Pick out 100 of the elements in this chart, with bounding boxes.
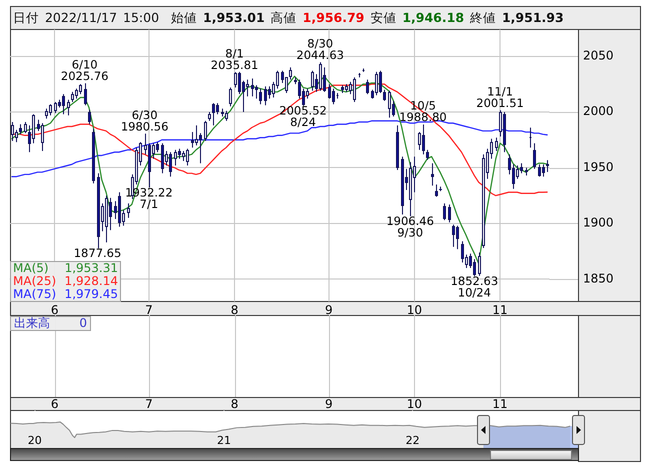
candlestick (178, 148, 181, 160)
candlestick (251, 78, 254, 97)
candlestick (529, 127, 532, 148)
candlestick (19, 124, 22, 135)
candlestick (195, 124, 198, 146)
candlestick (216, 102, 219, 115)
candlestick (148, 142, 151, 188)
candlestick (311, 70, 314, 92)
candlestick (127, 202, 130, 218)
candlestick (255, 84, 258, 100)
candlestick (32, 114, 35, 144)
candlestick (182, 150, 185, 162)
candlestick (225, 110, 228, 122)
candlestick (431, 162, 434, 186)
candlestick (79, 84, 82, 95)
candlestick (366, 79, 369, 95)
candlestick (332, 88, 335, 105)
candlestick (375, 71, 378, 96)
candlestick (456, 225, 459, 250)
candlestick (401, 156, 404, 216)
candlestick (452, 224, 455, 248)
annotation: 1877.65 (74, 246, 122, 260)
x-tick-label: 22 (406, 434, 420, 447)
x-tick-label: 6 (50, 302, 59, 317)
candlestick (238, 71, 241, 95)
candlestick (67, 99, 70, 116)
candlestick (353, 76, 356, 102)
text: 出来高 (14, 316, 50, 330)
text: MA(75) 1,979.45 (13, 286, 118, 300)
category-label: 10 (406, 397, 422, 412)
candlestick (482, 154, 485, 248)
candlestick (259, 88, 262, 105)
candlestick (49, 104, 52, 116)
candlestick (379, 70, 382, 94)
candlestick (118, 192, 121, 228)
candlestick (319, 62, 322, 92)
candlestick (418, 132, 421, 150)
candlestick (426, 149, 429, 160)
candlestick (520, 162, 523, 174)
y-tick-label: 1850 (583, 271, 614, 286)
x-tick-label: 8 (230, 302, 238, 317)
y-tick-label: 2000 (583, 104, 614, 118)
candlestick (41, 122, 44, 152)
candlestick (92, 128, 95, 184)
candlestick (443, 202, 446, 221)
candlestick (268, 86, 271, 100)
candlestick (84, 82, 87, 106)
candlestick (396, 124, 399, 170)
text: MA(25) 1,928.14 (13, 274, 118, 288)
candlestick (289, 66, 292, 80)
candlestick (473, 258, 476, 277)
candlestick (204, 120, 207, 142)
candlestick (97, 172, 100, 249)
category-label: 7 (145, 397, 153, 412)
annotation: 8/30 2044.63 (296, 36, 344, 62)
candlestick (62, 94, 65, 115)
category-label: 11 (492, 397, 508, 412)
candlestick (54, 101, 57, 114)
candlestick (109, 197, 112, 231)
candlestick (448, 204, 451, 223)
category-label: 8 (230, 397, 238, 412)
annotation: 1906.46 9/30 (386, 214, 434, 240)
candlestick (246, 79, 249, 97)
candlestick (264, 86, 267, 106)
candlestick (422, 124, 425, 155)
candlestick (11, 122, 14, 142)
candlestick (503, 111, 506, 153)
candlestick (174, 149, 177, 166)
candlestick (388, 90, 391, 118)
candlestick (75, 88, 78, 100)
x-tick-label: 21 (216, 434, 231, 447)
candlestick (186, 148, 189, 166)
candlestick (538, 164, 541, 178)
annotation: 11/1 2001.51 (476, 84, 524, 110)
candlestick (495, 137, 498, 152)
candlestick (105, 195, 108, 243)
y-tick-label: 1900 (583, 216, 614, 230)
x-tick-label: 7 (145, 302, 153, 317)
chart-title: 日付 2022/11/17 15:00 始値 1,953.01 高値 1,956.79 安値 1,946.18 終値 1,951.93 (13, 10, 564, 25)
candlestick (15, 129, 18, 143)
candlestick (542, 164, 545, 178)
annotation: 6/30 1980.56 (120, 108, 168, 134)
candlestick (161, 142, 164, 174)
x-tick-label: 11 (492, 302, 508, 317)
candlestick (212, 102, 215, 126)
category-label: 6 (50, 397, 59, 412)
candlestick (478, 252, 481, 276)
candlestick (88, 109, 91, 125)
candlestick (461, 240, 464, 263)
x-tick-label: 9 (324, 302, 333, 317)
candlestick (383, 89, 386, 102)
candlestick (156, 142, 159, 153)
annotation: 6/10 2025.76 (60, 58, 108, 84)
text: 0 (79, 316, 87, 330)
candlestick (45, 108, 48, 120)
y-tick-label: 2050 (583, 48, 614, 62)
candlestick (169, 152, 172, 178)
candlestick (409, 162, 412, 217)
candlestick (191, 132, 194, 148)
candlestick (328, 84, 331, 100)
